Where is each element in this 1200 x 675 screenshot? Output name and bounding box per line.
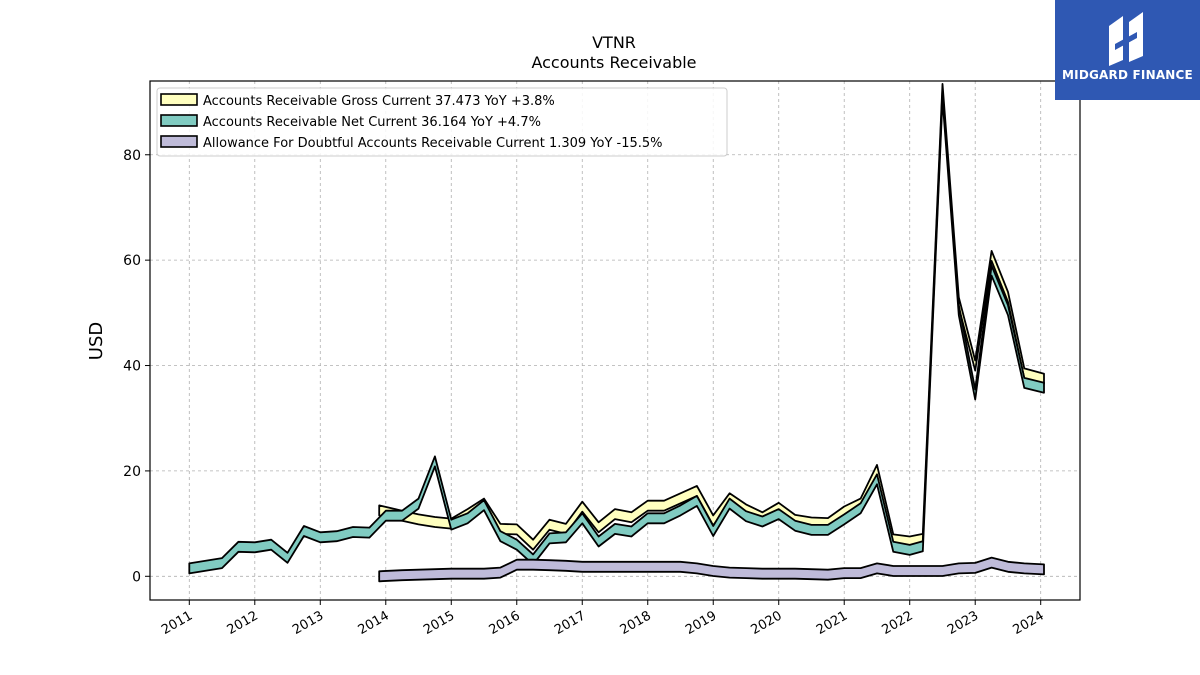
midgard-logo-mark-icon bbox=[1109, 12, 1143, 66]
legend-box bbox=[156, 87, 728, 157]
x-tick-label: 2015 bbox=[421, 608, 457, 638]
y-tick-label: 40 bbox=[123, 359, 141, 375]
x-tick-label: 2023 bbox=[945, 608, 981, 638]
brand-name: MIDGARD FINANCE bbox=[1062, 68, 1193, 82]
chart-subtitle: Accounts Receivable bbox=[531, 53, 696, 72]
legend-entry: Accounts Receivable Gross Current 37.473… bbox=[203, 94, 555, 109]
y-tick-label: 80 bbox=[123, 148, 141, 164]
x-tick-label: 2018 bbox=[618, 608, 654, 638]
series-band bbox=[188, 88, 1045, 575]
x-tick-label: 2024 bbox=[1011, 608, 1047, 638]
y-axis-label: USD bbox=[86, 322, 107, 360]
brand-logo: MIDGARD FINANCE bbox=[1055, 0, 1200, 100]
x-tick-label: 2019 bbox=[683, 608, 719, 638]
y-tick-label: 20 bbox=[123, 464, 141, 480]
x-tick-label: 2017 bbox=[552, 608, 588, 638]
series-2 bbox=[378, 556, 1045, 583]
x-tick-label: 2022 bbox=[880, 608, 916, 638]
y-tick-label: 60 bbox=[123, 253, 141, 269]
x-tick-label: 2013 bbox=[290, 608, 326, 638]
legend-entry: Accounts Receivable Net Current 36.164 Y… bbox=[203, 115, 541, 130]
series-1 bbox=[188, 88, 1045, 575]
x-tick-label: 2012 bbox=[225, 608, 261, 638]
x-tick-label: 2020 bbox=[749, 608, 785, 638]
x-tick-label: 2021 bbox=[814, 608, 850, 638]
legend-swatch bbox=[160, 114, 198, 127]
x-tick-label: 2011 bbox=[159, 608, 195, 638]
series-band bbox=[378, 556, 1045, 583]
legend-swatch bbox=[160, 93, 198, 106]
chart-title: VTNR bbox=[592, 33, 636, 52]
plot-frame bbox=[149, 80, 1081, 601]
x-tick-label: 2014 bbox=[356, 608, 392, 638]
legend-entry: Allowance For Doubtful Accounts Receivab… bbox=[203, 136, 663, 151]
y-tick-label: 0 bbox=[132, 569, 141, 585]
legend-swatch bbox=[160, 135, 198, 148]
x-tick-label: 2016 bbox=[487, 608, 523, 638]
